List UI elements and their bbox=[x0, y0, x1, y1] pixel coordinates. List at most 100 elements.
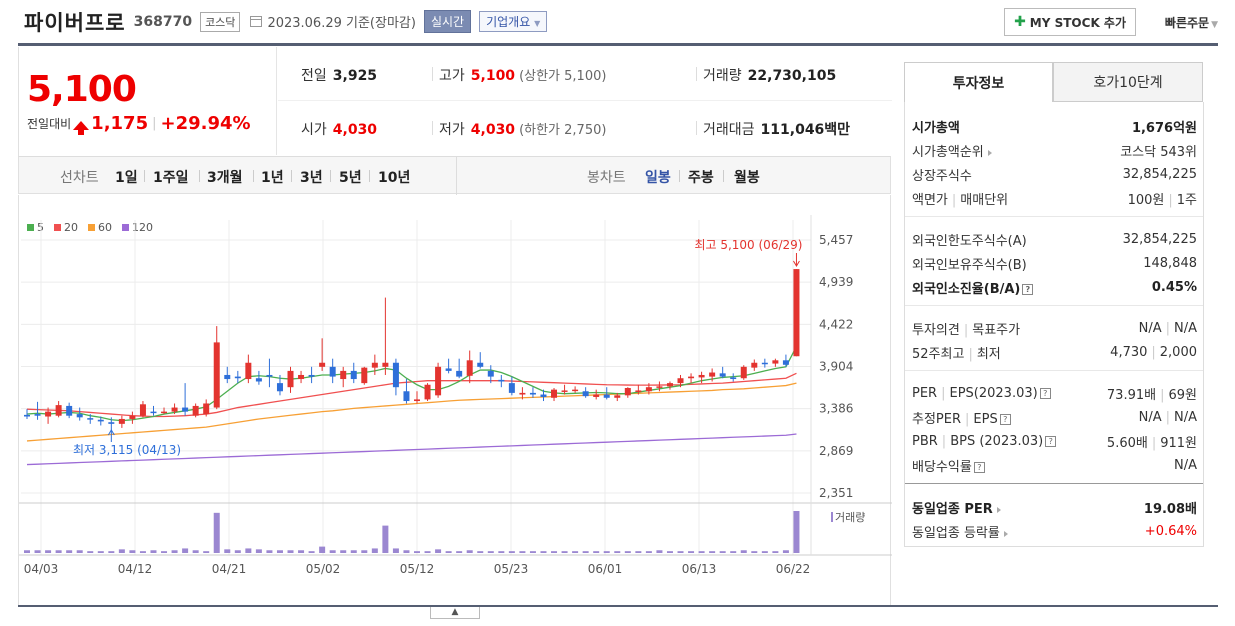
volume-bar bbox=[350, 550, 357, 553]
info-key[interactable]: 시가총액순위 bbox=[912, 141, 992, 160]
info-value-part: 5.60배 bbox=[1106, 436, 1148, 451]
info-value-part: 911원 bbox=[1160, 436, 1197, 451]
info-value: +0.64% bbox=[1144, 524, 1197, 539]
volume-bar bbox=[34, 550, 41, 553]
candle-body bbox=[593, 394, 600, 397]
candle-body bbox=[24, 414, 30, 417]
candle-body bbox=[719, 373, 726, 377]
volume-bar bbox=[666, 551, 673, 553]
separator: | bbox=[963, 323, 969, 338]
legend-label: 20 bbox=[64, 221, 78, 234]
volume-bar bbox=[614, 551, 621, 553]
stat-value: 111,046 bbox=[760, 122, 825, 138]
info-key-label: 추정PER bbox=[912, 412, 962, 427]
tab-1week[interactable]: 1주일 bbox=[153, 170, 189, 186]
volume-bar bbox=[308, 551, 315, 553]
info-value-part: 2,000 bbox=[1159, 345, 1197, 360]
up-arrow-icon bbox=[73, 120, 90, 135]
candle-body bbox=[635, 390, 642, 392]
separator: | bbox=[968, 347, 973, 362]
realtime-button[interactable]: 실시간 bbox=[423, 10, 472, 33]
info-value-part: N/A bbox=[1138, 410, 1162, 425]
volume-bar bbox=[276, 550, 283, 553]
help-icon[interactable]: ? bbox=[999, 414, 1011, 425]
x-tick-label: 04/12 bbox=[118, 562, 153, 576]
volume-bar bbox=[645, 551, 652, 553]
volume-bar bbox=[234, 550, 241, 553]
candle-body bbox=[624, 388, 631, 396]
candle-body bbox=[192, 405, 199, 416]
tab-order-book[interactable]: 호가10단계 bbox=[1053, 62, 1203, 102]
info-key[interactable]: 동일업종 등락률 bbox=[912, 522, 1008, 541]
volume-bar bbox=[24, 550, 30, 553]
info-row: 상장주식수 32,854,225 bbox=[912, 165, 1197, 184]
info-key[interactable]: 동일업종 PER bbox=[912, 498, 1001, 517]
volume-bar bbox=[414, 551, 420, 553]
volume-bar bbox=[603, 551, 610, 553]
candle-body bbox=[666, 383, 673, 387]
info-value-part: 4,730 bbox=[1110, 345, 1148, 360]
tab-monthly[interactable]: 월봉 bbox=[734, 170, 760, 186]
stats-row: 전일 3,925 고가 5,100 (상한가 5,100) 거래량 22,730,105 bbox=[278, 47, 892, 101]
tab-3year[interactable]: 3년 bbox=[300, 170, 323, 186]
help-icon[interactable]: ? bbox=[1022, 284, 1034, 295]
volume-bar bbox=[55, 550, 62, 553]
tab-1day[interactable]: 1일 bbox=[115, 170, 138, 186]
candle-body bbox=[139, 404, 146, 416]
x-tick-label: 05/12 bbox=[400, 562, 435, 576]
info-value: 32,854,225 bbox=[1122, 232, 1197, 247]
tab-3month[interactable]: 3개월 bbox=[207, 170, 243, 186]
low-arrow-head bbox=[107, 429, 115, 436]
info-row: 동일업종 PER 19.08배 bbox=[912, 498, 1197, 517]
stat-low: 저가 4,030 (하한가 2,750) bbox=[439, 119, 606, 139]
plus-icon: ✚ bbox=[1014, 14, 1026, 30]
candle-body bbox=[340, 370, 347, 380]
volume-bar bbox=[656, 550, 663, 553]
info-value-part: N/A bbox=[1174, 321, 1197, 336]
volume-bar bbox=[76, 550, 83, 553]
tab-1year[interactable]: 1년 bbox=[261, 170, 284, 186]
invest-info-panel: 투자정보 호가10단계 시가총액 1,676억원 시가총액순위 코스닥 543위 상… bbox=[904, 62, 1204, 547]
volume-bar bbox=[139, 551, 146, 553]
info-value: 코스닥 543위 bbox=[1120, 145, 1197, 160]
volume-bar bbox=[761, 551, 768, 553]
volume-bar bbox=[424, 551, 431, 553]
info-key: 외국인보유주식수(B) bbox=[912, 258, 1027, 273]
candle-body bbox=[319, 362, 326, 367]
help-icon[interactable]: ? bbox=[1039, 388, 1051, 399]
candle-body bbox=[350, 370, 357, 380]
info-row: PBR | BPS (2023.03)? 5.60배 | 911원 bbox=[912, 432, 1197, 451]
help-icon[interactable]: ? bbox=[973, 462, 985, 473]
help-icon[interactable]: ? bbox=[1045, 436, 1057, 447]
mystock-add-button[interactable]: ✚ MY STOCK 추가 bbox=[1004, 8, 1136, 36]
candle-body bbox=[234, 376, 241, 379]
volume-bar bbox=[245, 548, 252, 553]
volume-bar bbox=[445, 551, 452, 553]
stat-amount: 거래대금 111,046백만 bbox=[703, 119, 850, 139]
tab-10year[interactable]: 10년 bbox=[378, 170, 411, 186]
stock-chart[interactable]: 5 20 60 120 5,4574,9394,4223,9043,3862,8… bbox=[18, 195, 892, 605]
divider bbox=[696, 67, 697, 81]
amount-unit: 백만 bbox=[824, 122, 851, 138]
tab-separator bbox=[144, 170, 145, 182]
info-key-label: 외국인소진율(B/A) bbox=[912, 282, 1021, 297]
company-overview-dropdown[interactable]: 기업개요 ▼ bbox=[479, 11, 548, 32]
separator: | bbox=[941, 386, 946, 401]
candle-body bbox=[129, 415, 136, 419]
volume-bar bbox=[392, 548, 399, 553]
volume-bar bbox=[593, 551, 600, 553]
tab-daily[interactable]: 일봉 bbox=[645, 170, 671, 186]
info-value: 1,676억원 bbox=[1131, 121, 1197, 136]
separator: | bbox=[951, 193, 957, 208]
volume-bar bbox=[161, 551, 168, 553]
volume-bar bbox=[182, 548, 189, 553]
volume-bar bbox=[624, 551, 631, 553]
tab-5year[interactable]: 5년 bbox=[339, 170, 362, 186]
tab-weekly[interactable]: 주봉 bbox=[688, 170, 714, 186]
collapse-button[interactable]: ▲ bbox=[430, 607, 480, 619]
info-key: 외국인소진율(B/A)? bbox=[912, 278, 1034, 297]
tab-invest-info[interactable]: 투자정보 bbox=[904, 62, 1053, 102]
stat-value: 4,030 bbox=[470, 122, 516, 138]
quick-order-dropdown[interactable]: 빠른주문 ▼ bbox=[1165, 14, 1218, 31]
candle-body bbox=[761, 362, 768, 365]
